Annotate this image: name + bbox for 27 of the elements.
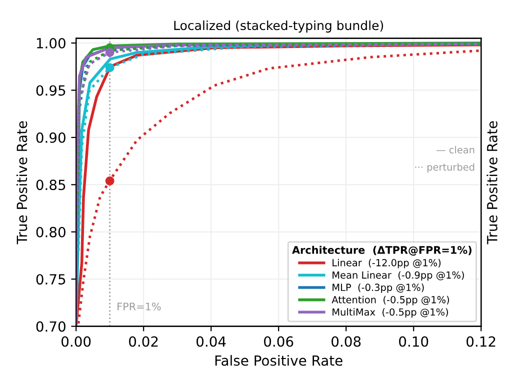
legend-label: MultiMax (-0.5pp @1%): [332, 308, 448, 318]
chart-title: Localized (stacked-typing bundle): [174, 20, 384, 33]
x-tick-label: 0.04: [196, 336, 226, 347]
y-tick-label: 0.80: [36, 226, 66, 238]
legend-label: Mean Linear (-0.9pp @1%): [332, 271, 464, 281]
annotation: — clean: [436, 146, 474, 154]
x-tick-label: 0.06: [264, 336, 294, 347]
ref-line-label: FPR=1%: [118, 302, 161, 310]
y-tick-label: 0.75: [36, 274, 66, 285]
legend-label: Linear (-12.0pp @1%): [332, 258, 441, 268]
y-tick-label: 1.00: [36, 38, 66, 48]
legend-title: Architecture (ΔTPR@FPR=1%): [292, 246, 472, 256]
y-tick-label: 0.70: [36, 321, 66, 332]
x-tick-label: 0.12: [466, 336, 496, 347]
legend-label: MLP (-0.3pp @1%): [332, 284, 424, 293]
y-tick-label: 0.95: [36, 85, 66, 96]
y2-axis-title: True Positive Rate: [486, 121, 498, 244]
y-tick-label: 0.90: [36, 132, 66, 143]
y-axis-title: True Positive Rate: [16, 121, 28, 244]
y-tick-label: 0.85: [36, 180, 66, 190]
x-tick-label: 0.10: [399, 336, 428, 347]
x-tick-label: 0.00: [62, 336, 91, 347]
x-axis-title: False Positive Rate: [215, 355, 342, 366]
legend-label: Attention (-0.5pp @1%): [332, 296, 450, 306]
x-tick-label: 0.08: [332, 336, 361, 347]
x-tick-label: 0.02: [129, 336, 158, 347]
annotation: ··· perturbed: [415, 163, 474, 173]
